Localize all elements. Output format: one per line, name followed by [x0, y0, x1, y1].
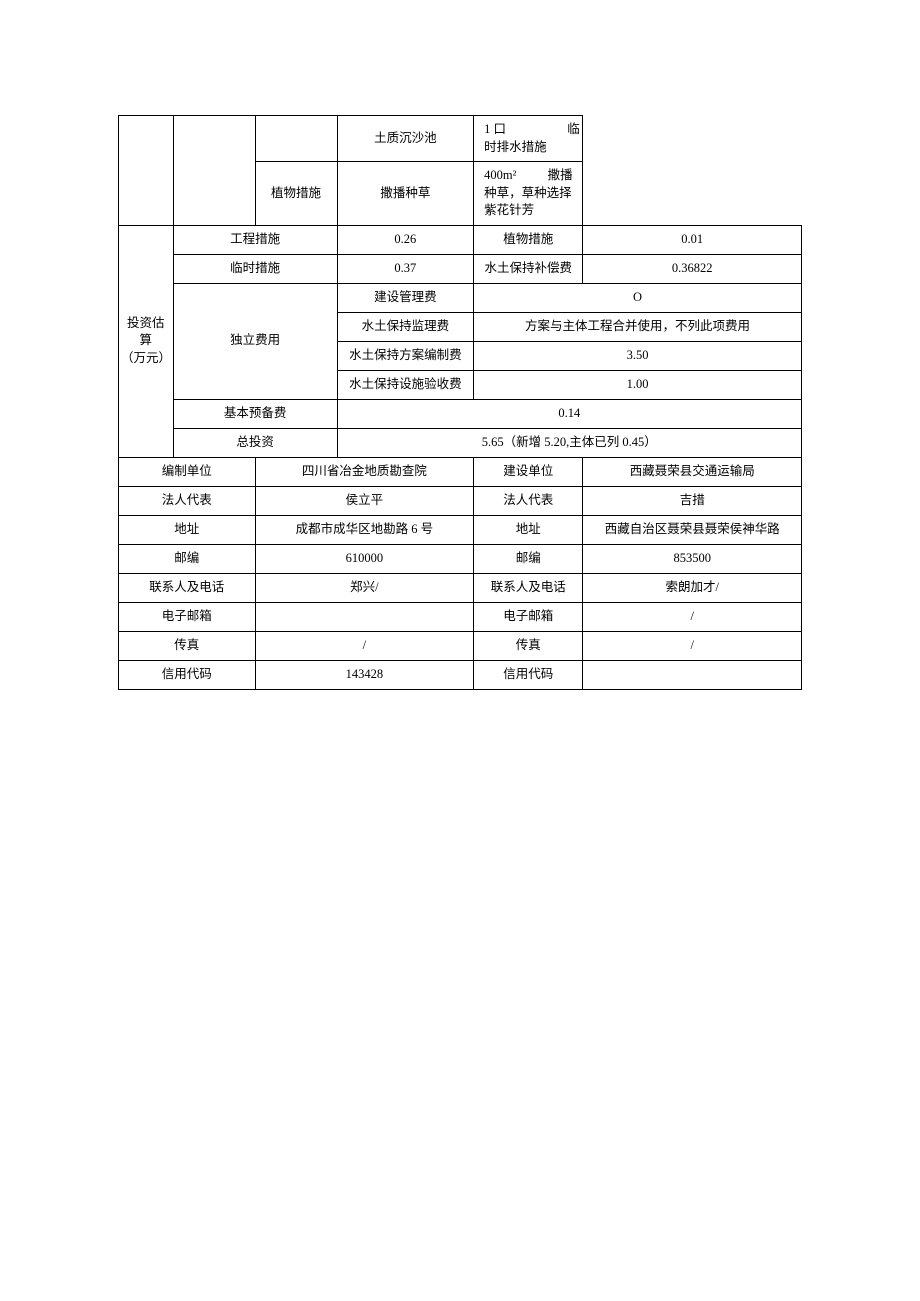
- cell: 邮编: [474, 544, 583, 573]
- cell: 0.26: [337, 225, 474, 254]
- qty: 400m²: [484, 168, 516, 182]
- cell: /: [583, 631, 802, 660]
- empty-cell: [119, 116, 174, 226]
- cell: 地址: [474, 515, 583, 544]
- empty-cell: [173, 116, 255, 226]
- cell: 5.65（新增 5.20,主体已列 0.45）: [337, 428, 801, 457]
- cell: 联系人及电话: [474, 573, 583, 602]
- cell: 传真: [474, 631, 583, 660]
- cell: 建设管理费: [337, 283, 474, 312]
- cell: 工程措施: [173, 225, 337, 254]
- qty: 1 口: [484, 122, 506, 136]
- cell: /: [255, 631, 474, 660]
- cell: 电子邮箱: [119, 602, 256, 631]
- empty-cell: [255, 116, 337, 162]
- cell: 郑兴/: [255, 573, 474, 602]
- cell: 400m² 撒播种草，草种选择紫花针芳: [474, 162, 583, 226]
- cell: 四川省冶金地质勘查院: [255, 457, 474, 486]
- cell: 水土保持监理费: [337, 312, 474, 341]
- cell: 信用代码: [474, 660, 583, 689]
- cell: 侯立平: [255, 486, 474, 515]
- cell: 3.50: [474, 341, 802, 370]
- indep-label: 独立费用: [173, 283, 337, 399]
- cell: 编制单位: [119, 457, 256, 486]
- cell: 电子邮箱: [474, 602, 583, 631]
- cell: 西藏聂荣县交通运输局: [583, 457, 802, 486]
- cell: 水土保持方案编制费: [337, 341, 474, 370]
- cell: 植物措施: [474, 225, 583, 254]
- cell: 撒播种草: [337, 162, 474, 226]
- cell: 0.36822: [583, 254, 802, 283]
- cell: 建设单位: [474, 457, 583, 486]
- cell: 植物措施: [255, 162, 337, 226]
- cell: O: [474, 283, 802, 312]
- cell: 水土保持设施验收费: [337, 370, 474, 399]
- cell: 成都市成华区地勘路 6 号: [255, 515, 474, 544]
- cell: 143428: [255, 660, 474, 689]
- cell: 吉措: [583, 486, 802, 515]
- invest-label: 投资估算 （万元）: [119, 225, 174, 457]
- cell: 0.01: [583, 225, 802, 254]
- cell: 1 口 临时排水措施: [474, 116, 583, 162]
- cell: /: [583, 602, 802, 631]
- cell: 方案与主体工程合并使用，不列此项费用: [474, 312, 802, 341]
- cell: 0.14: [337, 399, 801, 428]
- cell: 联系人及电话: [119, 573, 256, 602]
- cell: 索朗加才/: [583, 573, 802, 602]
- cell: 总投资: [173, 428, 337, 457]
- cell: 地址: [119, 515, 256, 544]
- cell: 西藏自治区聂荣县聂荣侯神华路: [583, 515, 802, 544]
- cell: 邮编: [119, 544, 256, 573]
- cell: 法人代表: [474, 486, 583, 515]
- cell: 610000: [255, 544, 474, 573]
- document-table: 土质沉沙池 1 口 临时排水措施 植物措施 撒播种草 400m² 撒播种草，草种…: [118, 115, 802, 690]
- cell: 法人代表: [119, 486, 256, 515]
- cell: [255, 602, 474, 631]
- cell: 临时措施: [173, 254, 337, 283]
- cell: 853500: [583, 544, 802, 573]
- cell: 土质沉沙池: [337, 116, 474, 162]
- cell: 信用代码: [119, 660, 256, 689]
- cell: 基本预备费: [173, 399, 337, 428]
- cell: [583, 660, 802, 689]
- cell: 传真: [119, 631, 256, 660]
- cell: 1.00: [474, 370, 802, 399]
- cell: 水土保持补偿费: [474, 254, 583, 283]
- cell: 0.37: [337, 254, 474, 283]
